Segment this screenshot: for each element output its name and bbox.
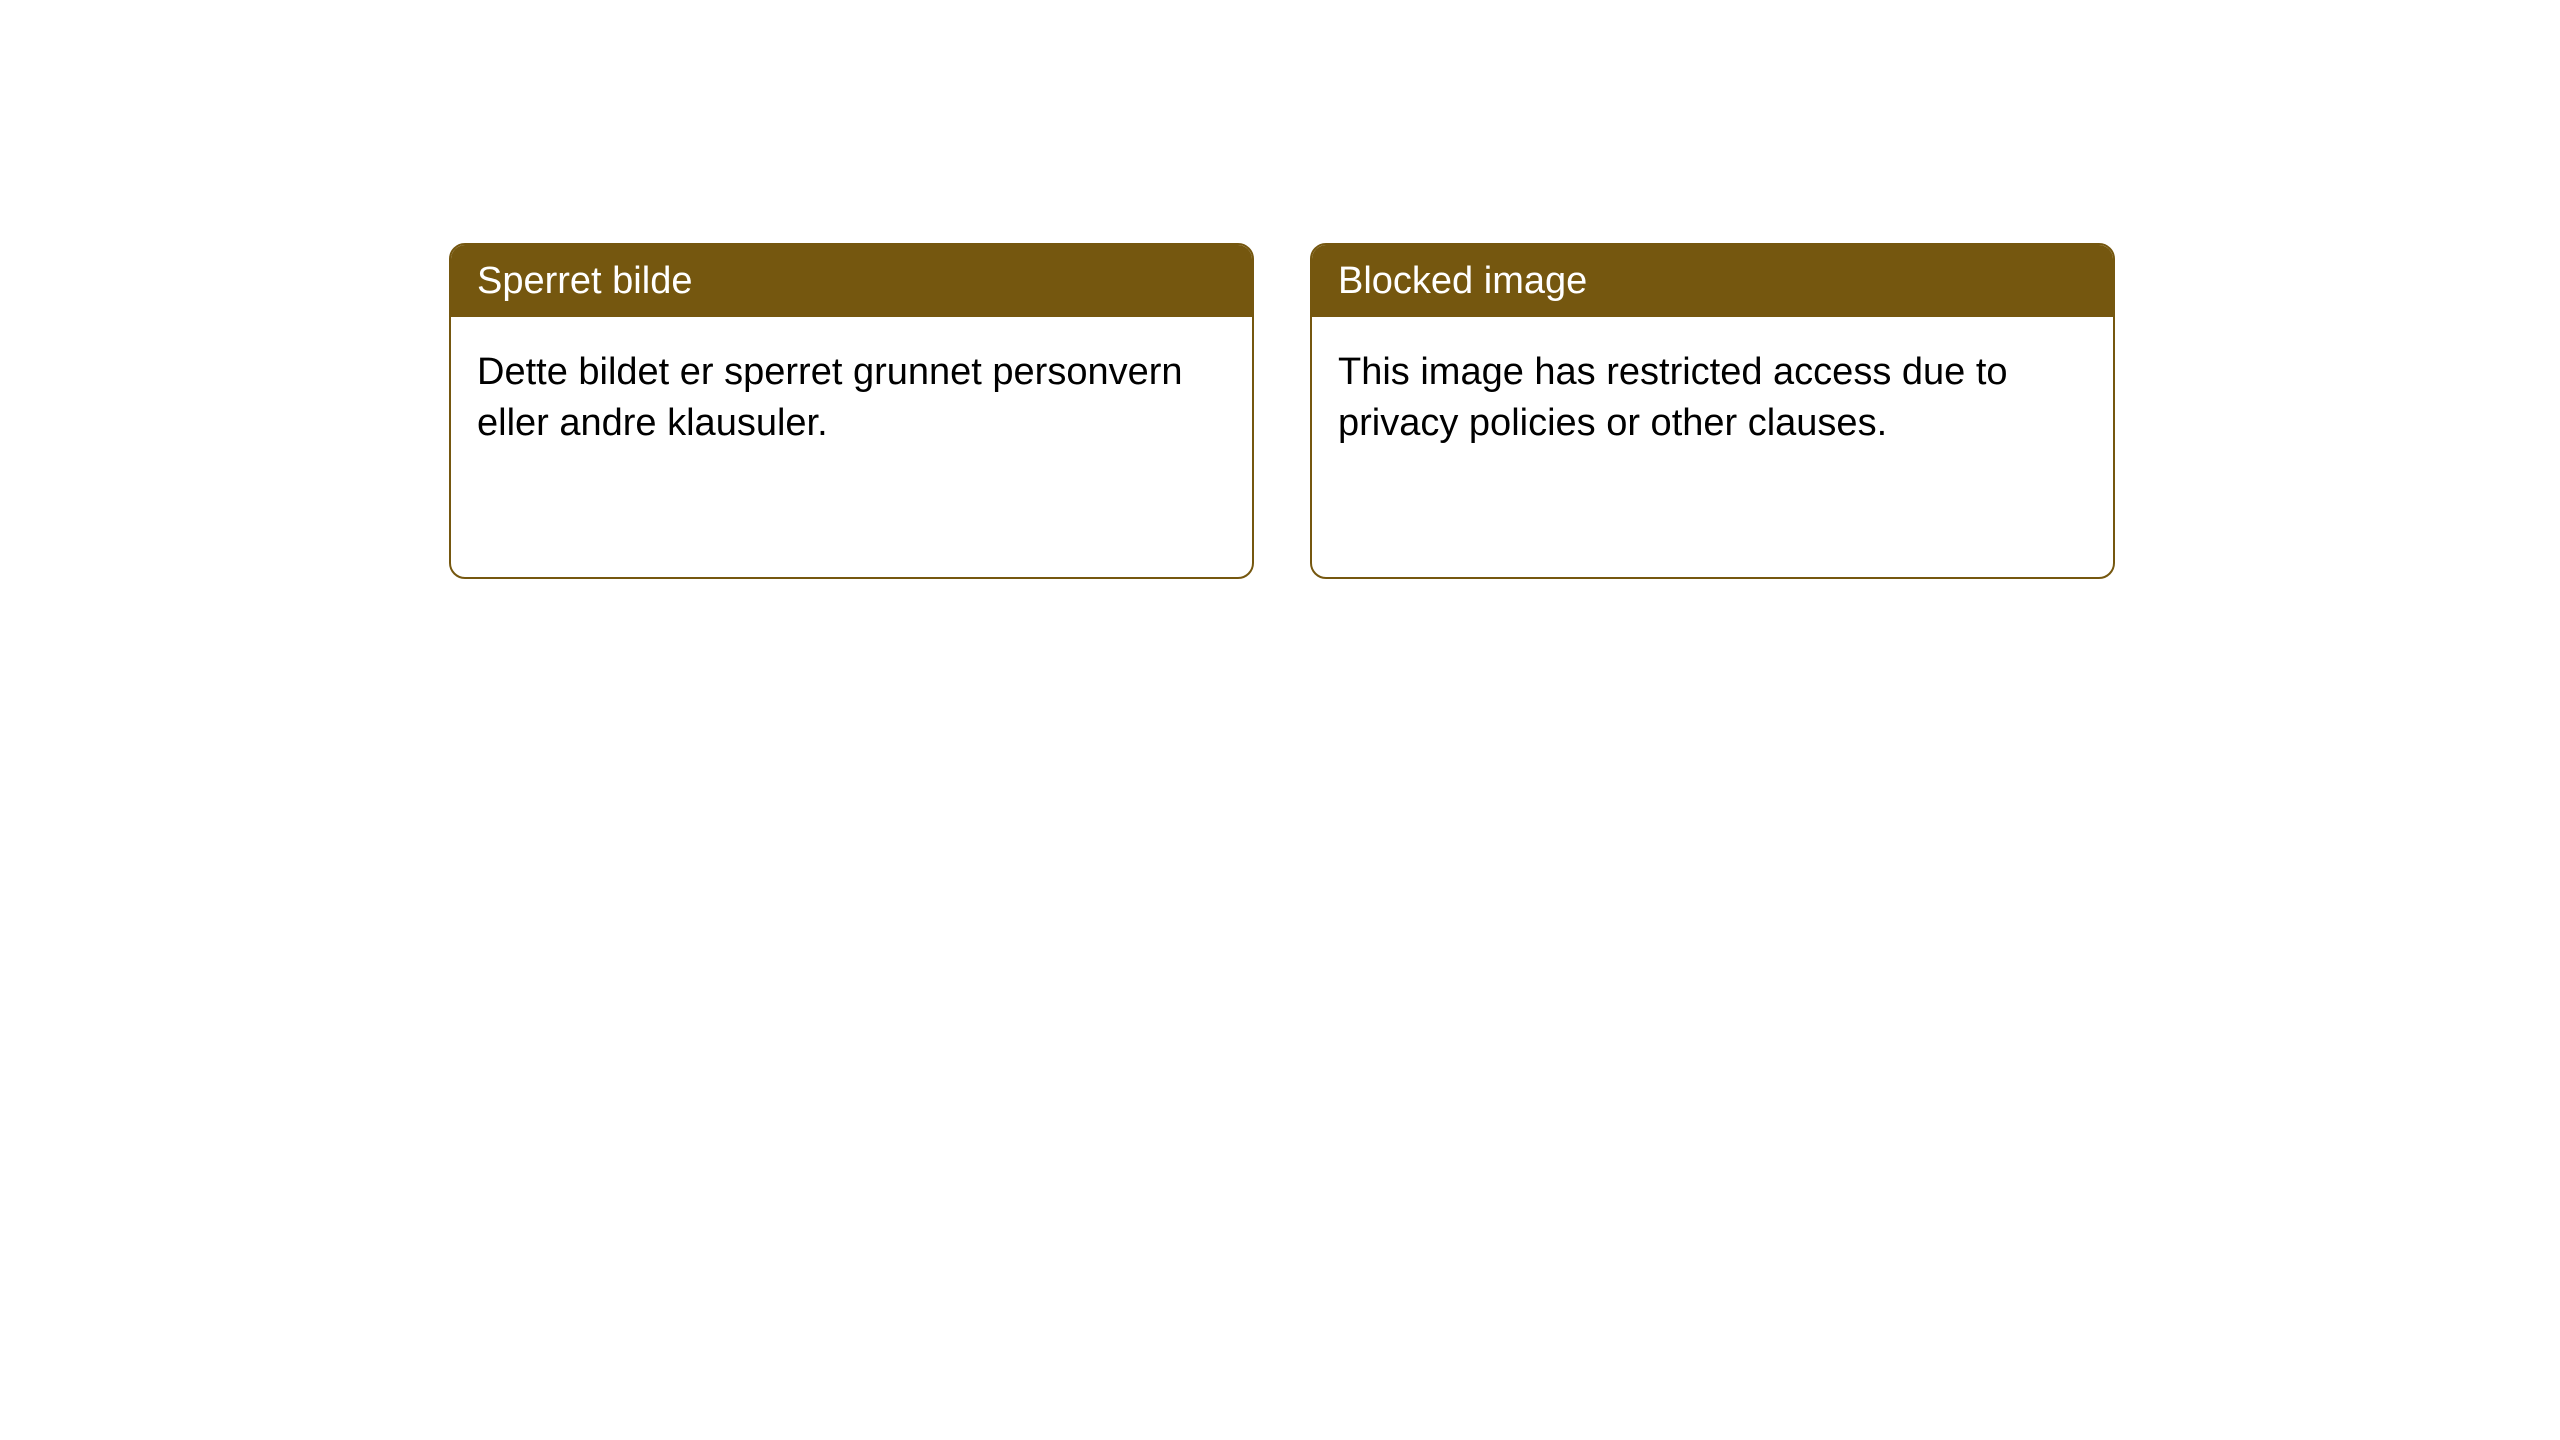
card-title-no: Sperret bilde: [477, 260, 692, 302]
card-header-en: Blocked image: [1312, 245, 2113, 317]
cards-container: Sperret bilde Dette bildet er sperret gr…: [0, 0, 2560, 579]
card-message-en: This image has restricted access due to …: [1338, 351, 2008, 444]
blocked-image-card-no: Sperret bilde Dette bildet er sperret gr…: [449, 243, 1254, 579]
card-message-no: Dette bildet er sperret grunnet personve…: [477, 351, 1183, 444]
card-body-en: This image has restricted access due to …: [1312, 317, 2113, 480]
card-title-en: Blocked image: [1338, 260, 1587, 302]
blocked-image-card-en: Blocked image This image has restricted …: [1310, 243, 2115, 579]
card-body-no: Dette bildet er sperret grunnet personve…: [451, 317, 1252, 480]
card-header-no: Sperret bilde: [451, 245, 1252, 317]
